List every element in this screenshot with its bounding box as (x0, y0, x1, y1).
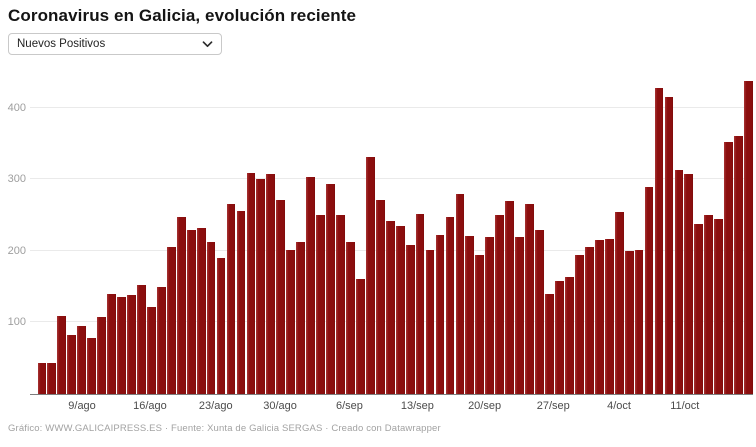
bar (296, 241, 306, 394)
x-tick-label: 11/oct (670, 400, 700, 412)
bar (97, 316, 106, 394)
y-tick-label: 300 (7, 173, 26, 186)
x-tick-label: 27/sep (536, 400, 570, 412)
bar (515, 236, 525, 394)
bar (584, 246, 594, 394)
bar (336, 214, 345, 394)
bar (654, 87, 664, 394)
bar (465, 235, 475, 394)
bar (286, 250, 296, 394)
bar (37, 363, 47, 394)
bar (385, 220, 395, 394)
bar (47, 363, 57, 394)
chart-title: Coronavirus en Galicia, evolución recien… (8, 6, 357, 25)
chevron-down-icon (202, 40, 213, 48)
x-tick-label: 6/sep (335, 400, 363, 412)
bar (226, 203, 236, 394)
x-axis-labels: 9/ago 16/ago 23/ago 30/ago 6/sep 13/sep 20/sep… (37, 400, 752, 414)
plot-area (30, 60, 753, 395)
bar (276, 200, 286, 394)
bar (644, 187, 654, 394)
x-tick-label: 13/sep (400, 400, 434, 412)
attribution-text: Gráfico: WWW.GALICAIPRESS.ES · Fuente: X… (8, 423, 441, 434)
gridline (30, 178, 753, 180)
bar (395, 225, 405, 394)
x-tick-label: 20/sep (468, 400, 502, 412)
bar (664, 96, 674, 394)
bar (744, 80, 753, 394)
bar (356, 278, 365, 394)
y-tick-label: 400 (7, 101, 26, 114)
bar (107, 293, 116, 394)
bar (236, 210, 246, 394)
bar (266, 174, 276, 394)
bar (425, 250, 435, 394)
bar (117, 296, 126, 394)
bar (525, 203, 534, 394)
bar (166, 247, 176, 394)
bar (77, 326, 87, 394)
bar (216, 258, 226, 394)
y-tick-label: 200 (7, 244, 26, 257)
y-tick-label: 100 (7, 316, 26, 329)
bar (256, 179, 266, 394)
metric-select[interactable]: Nuevos Positivos (8, 33, 222, 55)
bar (137, 285, 146, 394)
x-tick-label: 30/ago (263, 400, 297, 412)
bar (156, 286, 166, 394)
bar (674, 170, 684, 394)
bar (505, 200, 515, 394)
bar (694, 223, 704, 394)
bar (684, 174, 694, 394)
bar (67, 335, 77, 394)
bar (614, 212, 624, 394)
bar (196, 228, 206, 394)
x-tick-label: 23/ago (198, 400, 233, 412)
bar (127, 295, 136, 394)
x-tick-label: 16/ago (133, 400, 167, 412)
bar (316, 214, 325, 394)
gridline (30, 106, 753, 108)
bar (87, 338, 97, 394)
bar (246, 173, 256, 394)
bar (495, 215, 505, 394)
bar (704, 214, 714, 394)
bar (415, 213, 425, 394)
bar (714, 218, 724, 394)
bar (365, 156, 375, 394)
bar (375, 199, 385, 394)
bar (306, 176, 315, 394)
bar (604, 238, 614, 394)
bar (594, 239, 604, 394)
bar-chart: 100 200 300 400 9/ago 16/ago 23/ago 30/ago 6/se… (0, 60, 756, 412)
bar (405, 245, 415, 394)
bar (57, 316, 67, 394)
bar (485, 236, 495, 394)
bar (734, 135, 743, 394)
bar (445, 217, 455, 394)
bars-series (37, 60, 753, 394)
x-tick-label: 9/ago (68, 400, 96, 412)
bar (326, 183, 335, 394)
bar (624, 251, 634, 394)
metric-select-value: Nuevos Positivos (17, 38, 106, 50)
bar (206, 241, 216, 394)
bar (565, 276, 574, 394)
bar (535, 229, 544, 394)
bar (545, 293, 554, 394)
x-tick-label: 4/oct (607, 400, 631, 412)
bar (186, 229, 196, 394)
bar (176, 217, 186, 394)
bar (435, 234, 445, 394)
bar (455, 193, 465, 394)
bar (574, 255, 584, 394)
bar (555, 281, 564, 394)
bar (724, 141, 734, 394)
bar (634, 250, 644, 394)
bar (346, 241, 355, 394)
bar (475, 255, 485, 394)
bar (146, 306, 156, 394)
x-axis-line (30, 394, 753, 395)
